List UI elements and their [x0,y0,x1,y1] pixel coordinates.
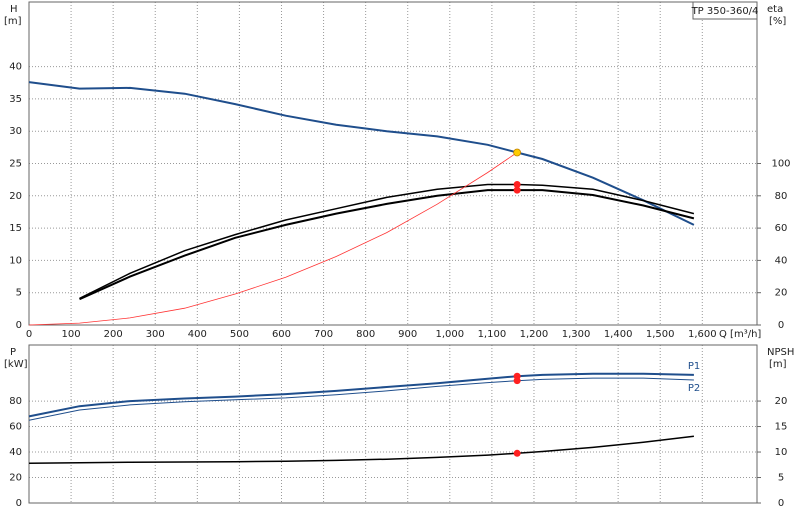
y2-tick-label: 100 [771,159,790,170]
operating-point [513,148,522,157]
series-line [28,377,694,421]
operating-point [513,377,521,385]
y-tick-label: 5 [16,288,22,299]
y-tick-label: 80 [9,396,22,407]
y2-tick-label: 20 [775,288,788,299]
series-line [28,435,694,464]
y-tick-label: 10 [9,255,22,266]
y2-tick-label: 40 [775,255,788,266]
x-tick-label: 900 [398,329,417,340]
y-tick-label: 20 [9,473,22,484]
y-axis-label: H [10,4,18,15]
operating-point [513,186,521,194]
x-tick-label: 100 [62,329,81,340]
x-tick-label: 600 [272,329,291,340]
x-tick-label: 700 [314,329,333,340]
y2-tick-label: 0 [778,320,784,331]
y2-axis-label: eta [767,4,783,15]
series-line [79,183,695,300]
x-tick-label: 1,500 [646,329,675,340]
y-axis-unit: [kW] [4,359,28,370]
y2-tick-label: 20 [775,396,788,407]
y2-axis-unit: [%] [769,16,786,27]
x-tick-label: 1,400 [604,329,633,340]
y-tick-label: 35 [9,94,22,105]
y-tick-label: 20 [9,191,22,202]
y-tick-label: 40 [9,62,22,73]
y2-axis-unit: [m] [769,359,787,370]
x-tick-label: 500 [230,329,249,340]
x-tick-label: 1,000 [435,329,464,340]
y2-tick-label: 15 [775,422,788,433]
title-box [692,1,758,20]
x-tick-label: 200 [104,329,123,340]
operating-point [513,180,521,188]
x-tick-label: 1,100 [478,329,507,340]
x-tick-label: 400 [188,329,207,340]
x-tick-label: 1,200 [520,329,549,340]
x-tick-label: 1,300 [562,329,591,340]
x-tick-label: 800 [356,329,375,340]
x-axis-label: Q [m³/h] [719,329,761,340]
y-axis-label: P [10,347,16,358]
y2-axis-label: NPSH [767,347,794,358]
y-tick-label: 0 [16,498,22,509]
y-tick-label: 60 [9,422,22,433]
y2-tick-label: 60 [775,223,788,234]
y-tick-label: 15 [9,223,22,234]
y2-tick-label: 10 [775,447,788,458]
series-line [28,372,694,418]
y2-tick-label: 5 [778,473,784,484]
y-tick-label: 30 [9,126,22,137]
chart-title: TP 350-360/4 [691,6,759,17]
series-line [28,81,695,226]
y2-tick-label: 80 [775,191,788,202]
series-label: P2 [688,383,700,394]
y-tick-label: 40 [9,447,22,458]
x-tick-label: 300 [146,329,165,340]
plot-frame [28,344,758,504]
operating-point [513,449,521,457]
y-tick-label: 0 [16,320,22,331]
x-tick-label: 0 [26,329,32,340]
y-axis-unit: [m] [4,16,22,27]
y2-tick-label: 0 [778,498,784,509]
y-tick-label: 25 [9,159,22,170]
series-line [28,152,518,326]
x-tick-label: 1,600 [688,329,717,340]
plot-frame [28,1,758,326]
series-line [79,189,695,301]
series-label: P1 [688,361,700,372]
